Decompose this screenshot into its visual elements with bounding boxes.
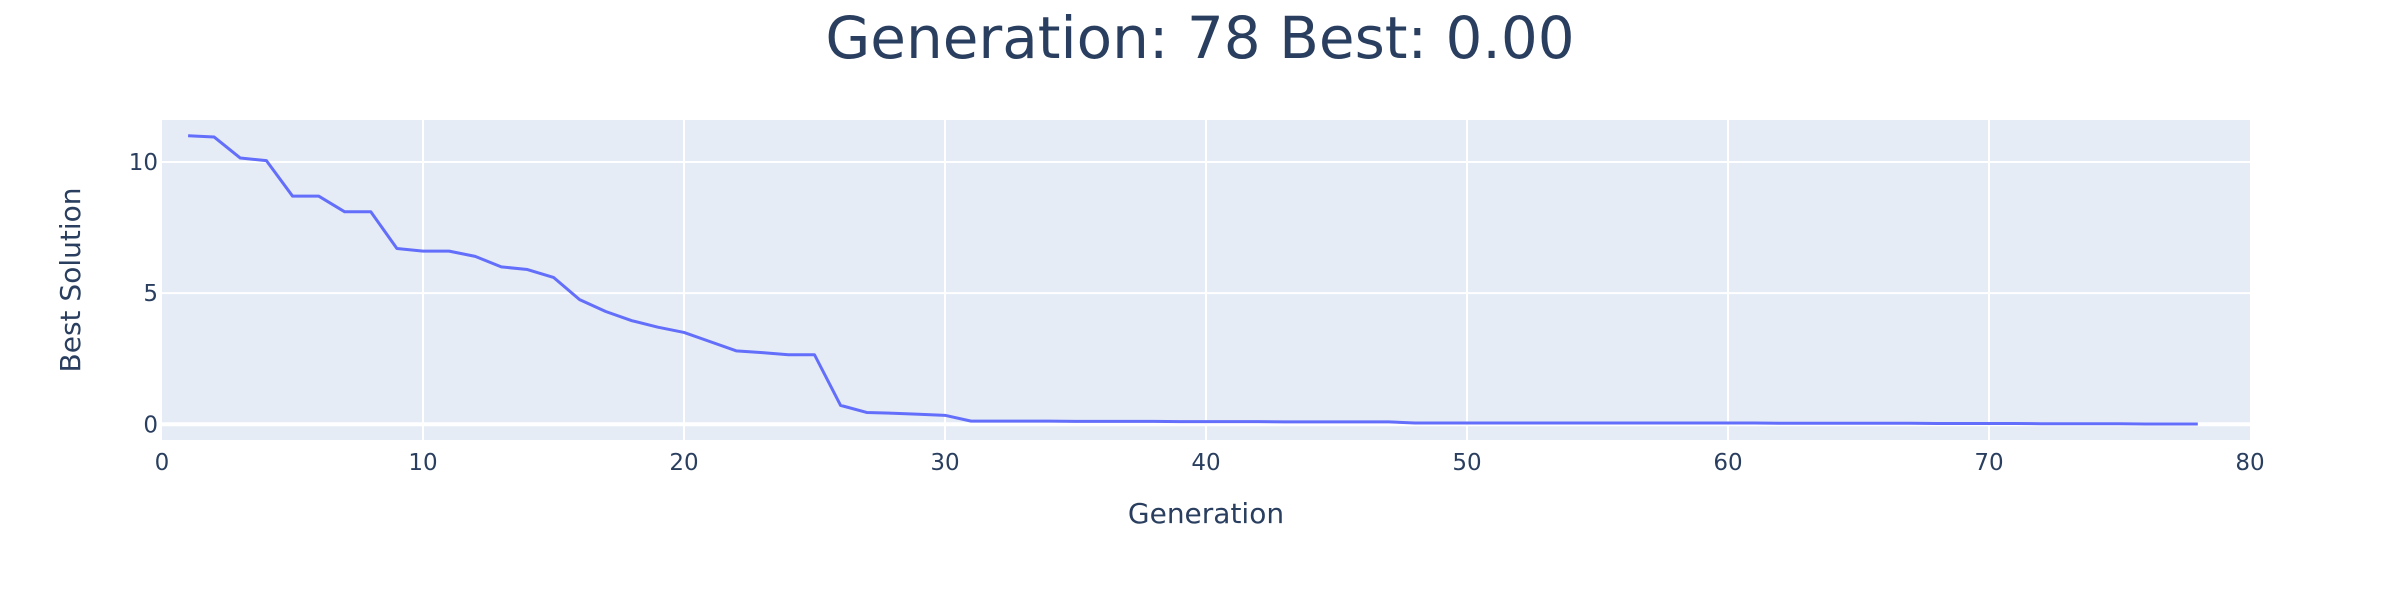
y-axis-title: Best Solution (54, 188, 87, 373)
series-line (188, 134, 2198, 426)
y-tick-label: 0 (143, 412, 158, 438)
x-tick-label: 10 (408, 450, 437, 476)
x-tick-label: 0 (155, 450, 170, 476)
x-tick-label: 60 (1713, 450, 1742, 476)
y-tick-label: 10 (129, 150, 158, 176)
x-axis-title: Generation (1128, 497, 1284, 530)
x-tick-label: 30 (930, 450, 959, 476)
x-tick-label: 40 (1191, 450, 1220, 476)
y-tick-label: 5 (143, 281, 158, 307)
y-axis-ticks: 0 5 10 (129, 150, 158, 438)
x-axis-ticks: 0 10 20 30 40 50 60 70 80 (155, 450, 2265, 476)
series-layer (188, 134, 2198, 426)
x-tick-label: 50 (1452, 450, 1481, 476)
x-tick-label: 80 (2235, 450, 2264, 476)
x-tick-label: 70 (1974, 450, 2003, 476)
chart-title: Generation: 78 Best: 0.00 (825, 4, 1574, 72)
x-tick-label: 20 (669, 450, 698, 476)
